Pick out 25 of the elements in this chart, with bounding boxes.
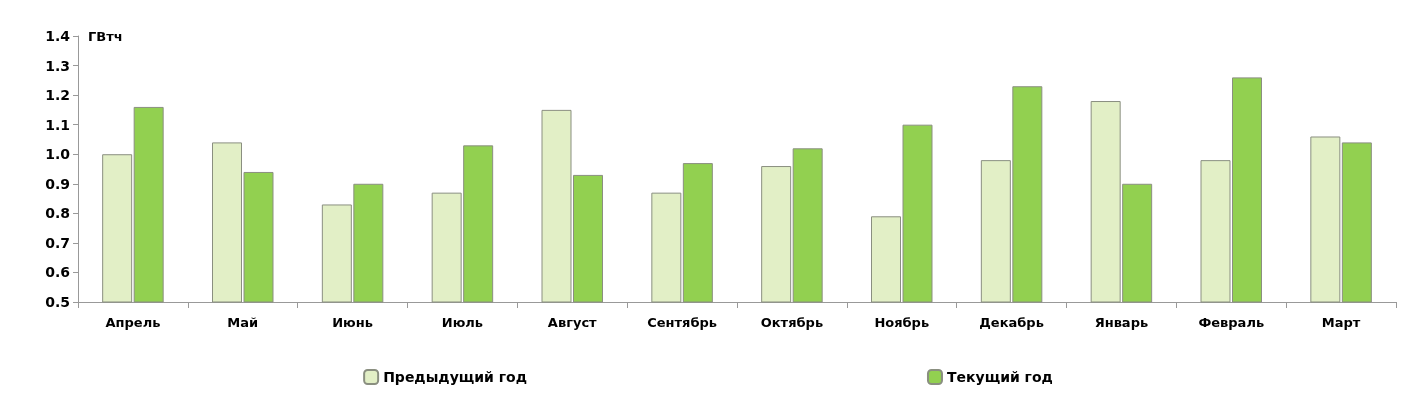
x-tick-label: Январь — [1094, 315, 1149, 330]
x-tick-label: Май — [227, 315, 259, 330]
y-tick-label: 1.2 — [45, 87, 70, 104]
y-tick-label: 1.4 — [45, 28, 71, 44]
x-tick-label: Декабрь — [979, 315, 1044, 330]
y-tick-label: 0.8 — [45, 205, 70, 222]
y-axis-title: ГВтч — [88, 29, 123, 44]
x-tick-label: Март — [1321, 315, 1361, 330]
x-tick-label: Февраль — [1198, 315, 1265, 330]
y-tick-label: 0.5 — [45, 294, 70, 310]
x-tick-label: Октябрь — [760, 315, 824, 330]
x-tick-label: Ноябрь — [874, 315, 930, 330]
y-tick-label: 1.1 — [45, 116, 70, 133]
legend-label: Текущий год — [946, 369, 1053, 385]
legend-label: Предыдущий год — [383, 369, 527, 385]
x-tick-label: Июнь — [332, 315, 373, 330]
y-tick-label: 0.9 — [45, 175, 70, 192]
y-tick-label: 0.6 — [45, 264, 70, 281]
x-tick-label: Июль — [441, 315, 484, 330]
y-tick-label: 1.0 — [45, 146, 71, 163]
y-tick-label: 0.7 — [45, 234, 70, 251]
x-tick-label: Сентябрь — [647, 315, 717, 330]
x-tick-label: Апрель — [105, 315, 161, 330]
y-tick-label: 1.3 — [45, 57, 70, 74]
x-tick-label: Август — [547, 315, 598, 330]
